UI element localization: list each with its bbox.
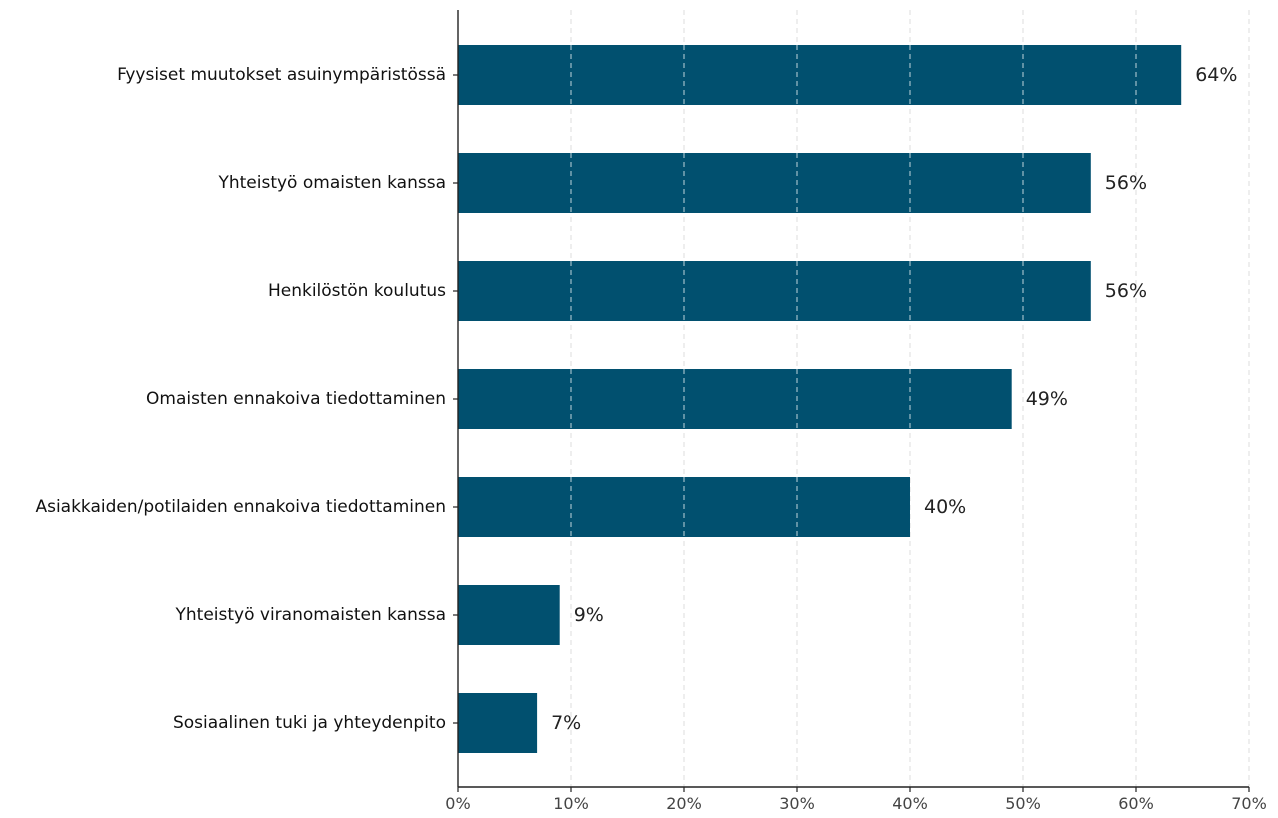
category-label-6: Yhteistyö viranomaisten kanssa [175,605,447,625]
labels: Fyysiset muutokset asuinympäristössä 64% Y… [35,64,1266,813]
category-label-1: Fyysiset muutokset asuinympäristössä [117,65,446,85]
value-label-6: 9% [574,604,604,626]
value-label-3: 56% [1105,280,1147,302]
x-tick-label-60: 60% [1118,794,1154,813]
x-tick-label-30: 30% [779,794,815,813]
x-tick-label-50: 50% [1005,794,1041,813]
x-tick-label-40: 40% [892,794,928,813]
bar-3 [458,261,1091,321]
category-label-7: Sosiaalinen tuki ja yhteydenpito [173,713,446,733]
category-label-3: Henkilöstön koulutus [268,281,446,301]
x-tick-label-10: 10% [553,794,589,813]
bar-7 [458,693,538,753]
x-tick-label-20: 20% [666,794,702,813]
axes [453,10,1250,792]
x-tick-label-0: 0% [445,794,470,813]
value-label-1: 64% [1195,64,1237,86]
category-label-5: Asiakkaiden/potilaiden ennakoiva tiedott… [35,497,446,517]
value-label-7: 7% [551,712,581,734]
value-label-5: 40% [924,496,966,518]
value-label-4: 49% [1026,388,1068,410]
bar-6 [458,585,560,645]
grid-over-bars [570,45,1137,537]
bar-1 [458,45,1182,105]
value-label-2: 56% [1105,172,1147,194]
x-tick-label-70: 70% [1231,794,1267,813]
bar-2 [458,153,1091,213]
bar-4 [458,369,1012,429]
category-label-2: Yhteistyö omaisten kanssa [217,173,446,193]
bars-group [458,45,1182,753]
category-label-4: Omaisten ennakoiva tiedottaminen [146,389,446,409]
